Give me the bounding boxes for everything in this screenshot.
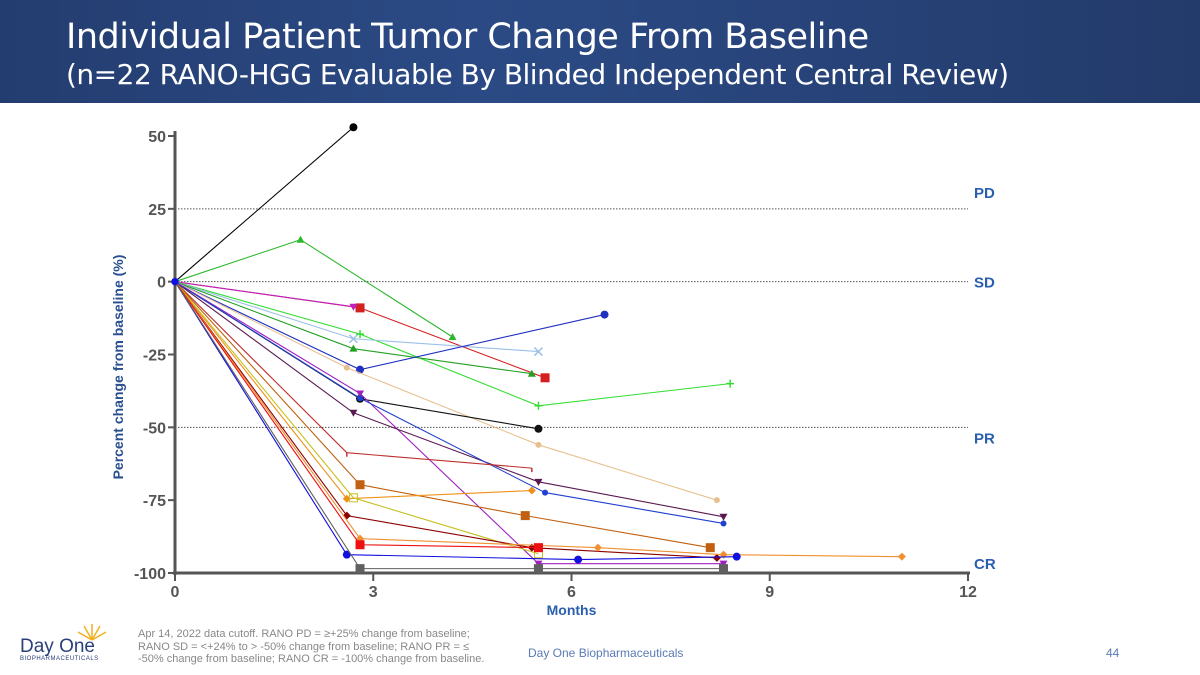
data-point <box>542 489 549 496</box>
x-tick-label: 3 <box>369 584 378 601</box>
company-name: Day One Biopharmaceuticals <box>528 646 684 660</box>
data-point <box>897 552 906 561</box>
data-point <box>705 543 715 553</box>
page-number: 44 <box>1106 646 1120 660</box>
chart: PD SD PR CR 50 25 0 -25 -50 -75 -100 0 3 6 9 12 Months <box>134 123 996 618</box>
data-point <box>732 552 741 561</box>
y-axis-label: Percent change from baseline (%) <box>110 254 126 480</box>
logo-name: Day One <box>20 636 95 657</box>
data-point <box>296 235 305 243</box>
data-point <box>171 278 179 286</box>
y-tick-label: -50 <box>143 420 166 437</box>
data-point <box>718 564 728 574</box>
series-line-1 <box>174 126 354 283</box>
data-point <box>540 373 550 383</box>
data-point <box>535 441 542 448</box>
reference-label-sd: SD <box>974 275 995 292</box>
series-line-3 <box>174 281 546 379</box>
data-point <box>349 123 358 132</box>
page-title: Individual Patient Tumor Change From Bas… <box>66 17 869 57</box>
data-point <box>534 424 543 433</box>
series-line-7 <box>174 281 532 375</box>
series-line-13 <box>174 281 724 525</box>
reference-label-pr: PR <box>974 430 995 447</box>
data-point <box>520 511 530 521</box>
footnote: Apr 14, 2022 data cutoff. RANO PD = ≥+25… <box>138 628 485 665</box>
data-point <box>527 369 536 377</box>
data-point <box>349 303 358 311</box>
data-point <box>348 493 358 503</box>
y-tick-label: 50 <box>148 129 166 146</box>
data-point <box>533 347 543 357</box>
data-point <box>356 390 365 398</box>
series-line-5 <box>174 281 731 407</box>
series-line-12 <box>174 281 724 518</box>
y-tick-label: 0 <box>157 275 166 292</box>
x-tick-label: 12 <box>959 584 977 601</box>
series-line-11 <box>174 281 724 565</box>
reference-label-cr: CR <box>974 556 996 573</box>
data-point <box>342 550 351 559</box>
x-tick-label: 0 <box>171 584 180 601</box>
series-line-15 <box>174 281 711 549</box>
y-tick-label: -25 <box>143 348 166 365</box>
data-point <box>355 540 365 550</box>
series-line-18 <box>174 281 717 559</box>
series-line-9 <box>174 281 718 501</box>
data-point <box>527 486 536 495</box>
page-subtitle: (n=22 RANO-HGG Evaluable By Blinded Inde… <box>66 58 1009 91</box>
data-point <box>448 333 457 341</box>
data-point <box>712 553 721 562</box>
y-tick-label: -100 <box>134 566 166 583</box>
data-point <box>534 401 543 410</box>
data-point <box>713 497 720 504</box>
header-banner: Individual Patient Tumor Change From Bas… <box>0 0 1200 103</box>
x-axis-label: Months <box>547 602 597 618</box>
x-tick-label: 9 <box>765 584 774 601</box>
logo-subtitle: BIOPHARMACEUTICALS <box>20 656 99 662</box>
data-point <box>349 409 358 417</box>
reference-label-pd: PD <box>974 185 995 202</box>
series-line-22 <box>174 281 724 570</box>
data-point <box>357 395 364 402</box>
data-point <box>593 543 602 552</box>
data-point <box>355 564 365 574</box>
data-point <box>349 344 358 352</box>
data-point <box>533 564 543 574</box>
x-tick-label: 6 <box>567 584 576 601</box>
series-line-21 <box>174 281 737 561</box>
data-point <box>355 303 365 313</box>
data-point <box>355 480 365 490</box>
series-line-8 <box>174 281 605 371</box>
data-point <box>720 520 727 527</box>
series-line-4 <box>174 281 354 308</box>
data-point <box>342 494 351 503</box>
data-point <box>726 379 735 388</box>
data-point <box>356 330 365 339</box>
sun-logo-icon <box>77 624 107 641</box>
series-line-17 <box>174 281 539 555</box>
data-point <box>600 310 609 319</box>
y-tick-label: 25 <box>148 202 166 219</box>
data-point <box>343 364 350 371</box>
data-point <box>534 478 543 486</box>
data-point <box>574 555 583 564</box>
data-point <box>719 513 728 521</box>
data-point <box>348 334 358 344</box>
data-point <box>533 543 543 553</box>
y-tick-label: -75 <box>143 493 166 510</box>
